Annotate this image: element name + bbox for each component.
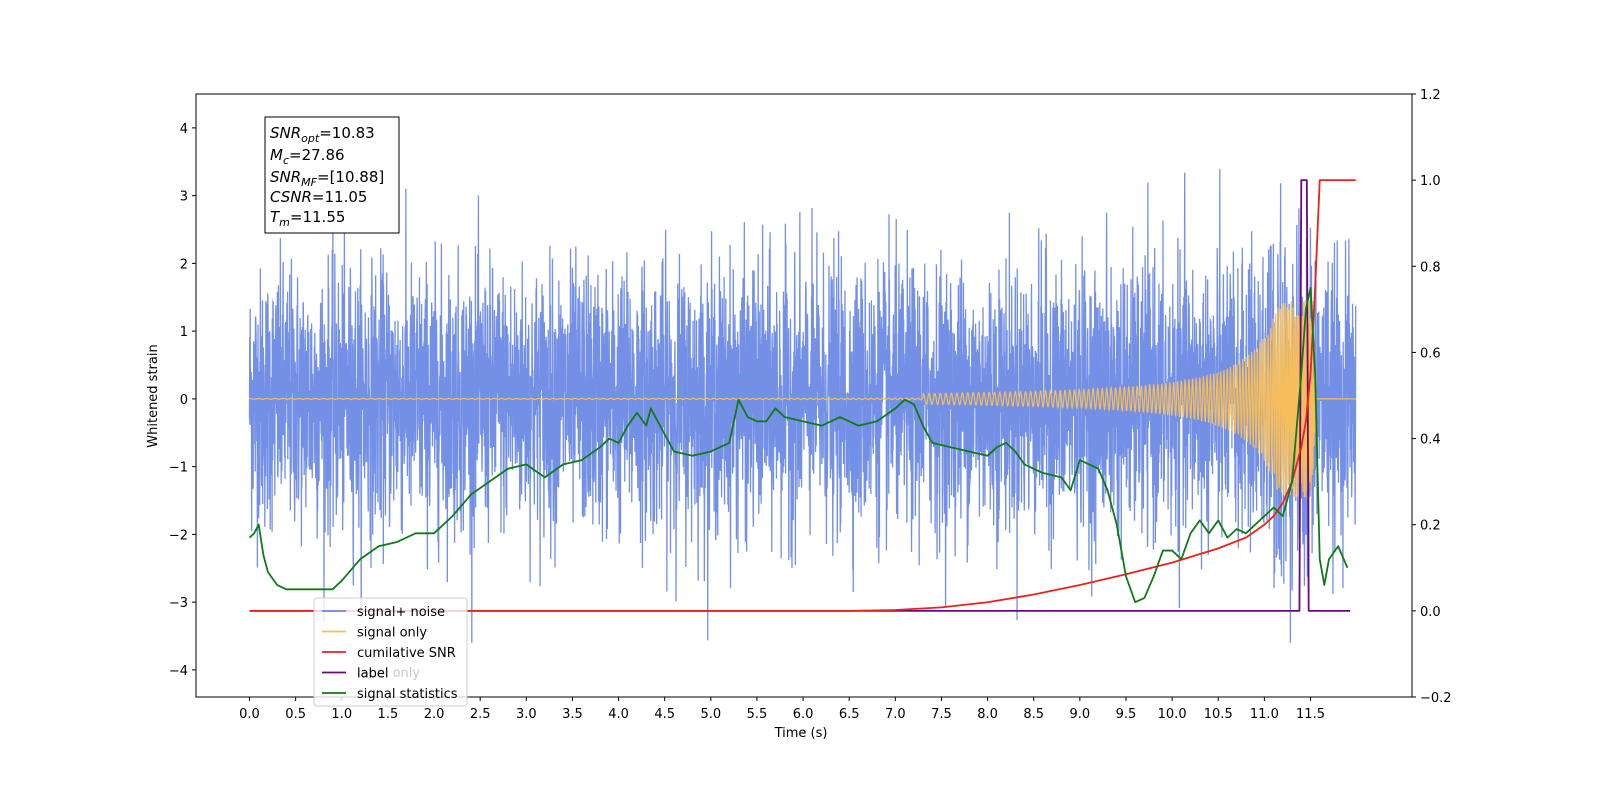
annotation-line: Mc=27.86 — [270, 146, 345, 167]
y-tick-label-left: −1 — [169, 461, 188, 476]
annotation-value: =[10.88] — [317, 168, 384, 186]
annotation-symbol: T — [270, 208, 281, 226]
annotation-frame — [264, 116, 400, 234]
x-tick-label: 6.5 — [839, 707, 860, 722]
annotation-symbol: M — [270, 146, 283, 164]
x-tick-label: 0.0 — [239, 707, 260, 722]
y-axis-left: 4 3 2 1 0 −1 −2 −3 −4 — [169, 122, 196, 679]
y-tick-label-left: −4 — [169, 664, 188, 679]
annotation-value: =10.83 — [319, 124, 375, 142]
annotation-subscript: opt — [301, 132, 320, 145]
annotation-subscript: MF — [301, 176, 317, 189]
y-tick-label-left: 0 — [180, 393, 188, 408]
x-tick-label: 1.5 — [378, 707, 399, 722]
x-axis: 0.0 0.5 1.0 1.5 2.0 2.5 3.0 3.5 4.0 4.5 5.0 5.5 6.0 6… — [239, 697, 1325, 722]
x-tick-label: 2.0 — [424, 707, 445, 722]
y-tick-label-left: 4 — [180, 122, 188, 137]
x-tick-label: 7.0 — [885, 707, 906, 722]
y-tick-label-right: 1.0 — [1420, 174, 1441, 189]
legend: signal+ noise signal only cumilative SNR la… — [313, 597, 468, 707]
y-tick-label-left: 3 — [180, 190, 188, 205]
annotation-subscript: c — [283, 154, 289, 167]
annotation-line: CSNR=11.05 — [270, 188, 367, 206]
series-label — [249, 179, 1351, 612]
annotation-subscript: m — [279, 216, 290, 229]
legend-item: signal only — [357, 626, 427, 641]
y-tick-label-left: −3 — [169, 596, 188, 611]
x-tick-label: 1.0 — [331, 707, 352, 722]
x-axis-label: Time (s) — [774, 726, 828, 741]
y-tick-label-left: 1 — [180, 325, 188, 340]
annotation-line: SNRopt=10.83 — [270, 124, 375, 145]
y-tick-label-right: 0.6 — [1420, 346, 1441, 361]
legend-item: signal statistics — [357, 687, 458, 702]
y-tick-label-right: 0.0 — [1420, 605, 1441, 620]
x-tick-label: 7.5 — [931, 707, 952, 722]
x-tick-label: 3.0 — [516, 707, 537, 722]
axes-frame — [195, 93, 1413, 698]
x-tick-label: 9.0 — [1070, 707, 1091, 722]
x-tick-label: 9.5 — [1116, 707, 1137, 722]
legend-frame — [313, 597, 468, 707]
y-axis-label-left: Whitened strain — [146, 344, 161, 447]
legend-item: cumilative SNR — [357, 646, 456, 661]
x-tick-label: 11.0 — [1250, 707, 1279, 722]
x-tick-label: 8.5 — [1023, 707, 1044, 722]
plot-area — [248, 169, 1357, 643]
annotation-value: =27.86 — [289, 146, 345, 164]
x-tick-label: 11.5 — [1296, 707, 1325, 722]
series-signal-only — [249, 300, 1356, 498]
annotation-box: SNRopt=10.83Mc=27.86SNRMF=[10.88]CSNR=11… — [264, 116, 400, 234]
legend-item: signal+ noise — [357, 605, 445, 620]
y-tick-label-right: 0.8 — [1420, 260, 1441, 275]
annotation-symbol: SNR — [270, 124, 301, 142]
annotation-value: =11.05 — [312, 188, 368, 206]
y-tick-label-right: 0.2 — [1420, 519, 1441, 534]
x-tick-label: 5.5 — [747, 707, 768, 722]
x-tick-label: 0.5 — [285, 707, 306, 722]
x-tick-label: 3.5 — [562, 707, 583, 722]
annotation-symbol: CSNR — [270, 188, 312, 206]
y-axis-right: 1.2 1.0 0.8 0.6 0.4 0.2 0.0 −0.2 — [1412, 88, 1452, 706]
annotation-line: Tm=11.55 — [270, 208, 345, 229]
legend-item: label — [357, 667, 388, 682]
y-tick-label-left: 2 — [180, 257, 188, 272]
x-tick-label: 8.0 — [977, 707, 998, 722]
annotation-value: =11.55 — [290, 208, 346, 226]
y-tick-label-left: −2 — [169, 528, 188, 543]
series-signal-statistics — [248, 286, 1349, 604]
series-signal-noise — [248, 169, 1357, 643]
legend-hidden-item: label only — [357, 666, 420, 681]
y-tick-label-right: 1.2 — [1420, 88, 1441, 103]
x-tick-label: 4.0 — [608, 707, 629, 722]
x-tick-label: 6.0 — [793, 707, 814, 722]
annotation-line: SNRMF=[10.88] — [270, 168, 384, 189]
y-tick-label-right: −0.2 — [1420, 691, 1452, 706]
x-tick-label: 10.5 — [1204, 707, 1233, 722]
annotation-symbol: SNR — [270, 168, 301, 186]
y-tick-label-right: 0.4 — [1420, 433, 1441, 448]
series-cumulative-snr — [249, 179, 1356, 612]
x-tick-label: 10.0 — [1158, 707, 1187, 722]
x-tick-label: 4.5 — [654, 707, 675, 722]
x-tick-label: 5.0 — [700, 707, 721, 722]
x-tick-label: 2.5 — [470, 707, 491, 722]
